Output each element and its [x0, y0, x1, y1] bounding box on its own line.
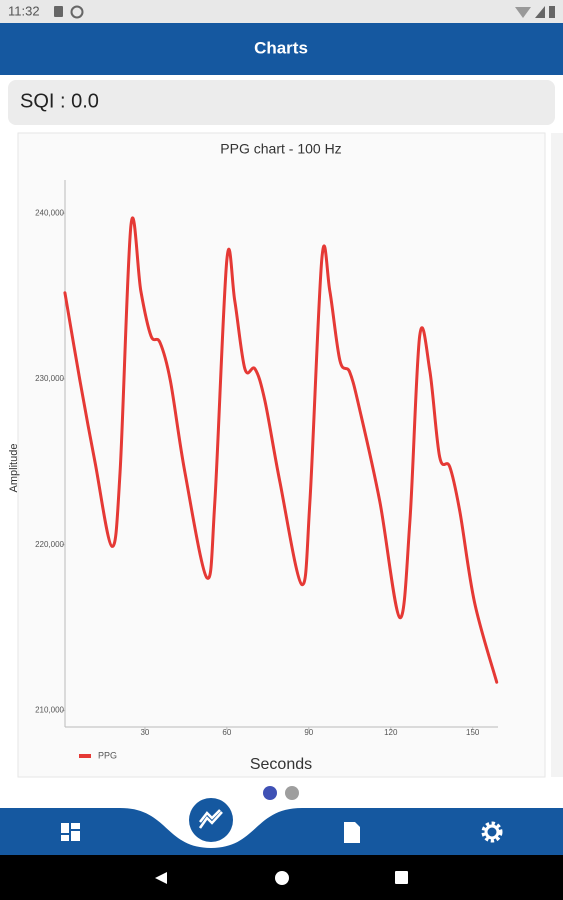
- y-tick-label: 210,000: [35, 706, 64, 715]
- nav-charts-button[interactable]: [189, 798, 233, 842]
- nav-document[interactable]: [344, 822, 360, 843]
- x-tick-label: 30: [140, 728, 149, 737]
- y-tick-label: 230,000: [35, 374, 64, 383]
- battery-icon: [549, 6, 555, 18]
- x-tick-label: 60: [222, 728, 231, 737]
- plot: 210,000 220,000 230,000 240,000 30 60 90 120 150…: [35, 180, 499, 760]
- y-tick-label: 220,000: [35, 540, 64, 549]
- x-tick-label: 90: [304, 728, 313, 737]
- status-icon: [70, 5, 84, 19]
- sqi-card: [8, 80, 555, 125]
- back-button[interactable]: [155, 872, 167, 884]
- bottom-nav: [0, 808, 563, 855]
- signal-icon: [535, 6, 545, 18]
- y-axis-title: Amplitude: [8, 444, 20, 493]
- next-card-edge: [551, 133, 563, 777]
- chart-card: [17, 132, 546, 778]
- chart-title: PPG chart - 100 Hz: [220, 141, 341, 157]
- nav-settings[interactable]: [481, 821, 503, 843]
- page-dot-active[interactable]: [263, 786, 277, 800]
- x-axis-title: Seconds: [250, 756, 312, 773]
- wifi-icon: [515, 7, 531, 18]
- recents-button[interactable]: [395, 871, 408, 884]
- status-bar: [0, 0, 563, 23]
- home-button[interactable]: [275, 871, 289, 885]
- status-time: 11:32: [8, 3, 40, 18]
- legend-swatch: [79, 754, 91, 758]
- status-icon: [54, 6, 63, 17]
- x-tick-label: 150: [466, 728, 480, 737]
- x-tick-label: 120: [384, 728, 398, 737]
- legend-label: PPG: [98, 750, 117, 760]
- sqi-label: SQI : 0.0: [20, 90, 99, 112]
- y-tick-label: 240,000: [35, 208, 64, 217]
- app-bar: [0, 23, 563, 75]
- nav-dashboard[interactable]: [61, 823, 80, 841]
- charts-icon: [198, 809, 223, 829]
- page-dot[interactable]: [285, 786, 299, 800]
- ppg-line: [63, 216, 499, 684]
- app-title: Charts: [254, 38, 308, 57]
